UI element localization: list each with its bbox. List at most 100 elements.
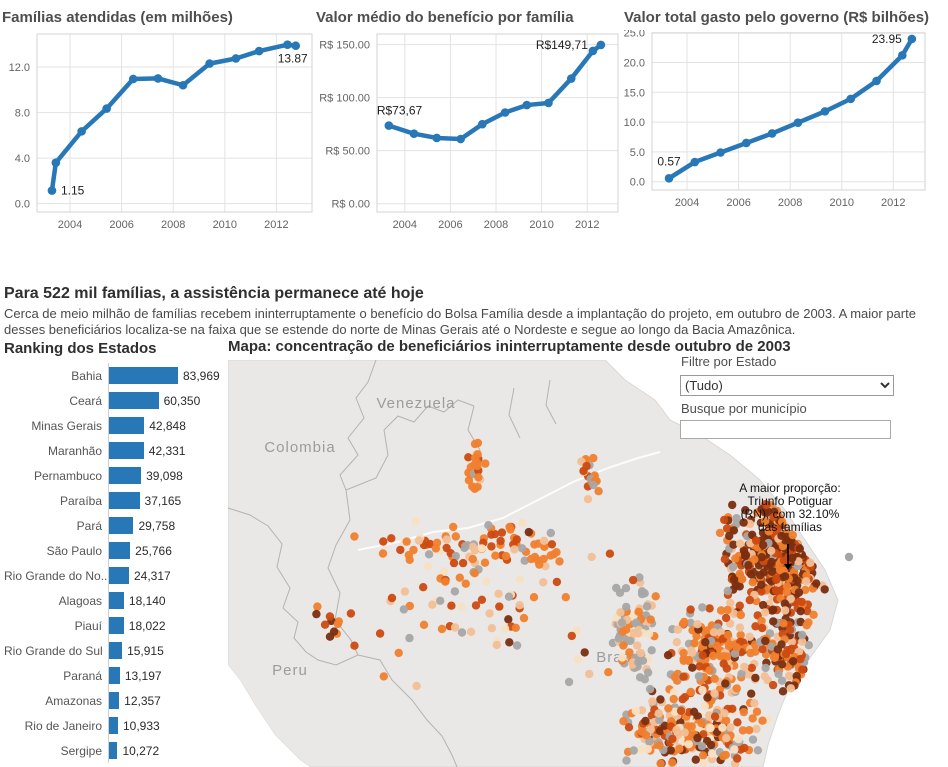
state-value: 42,848 xyxy=(149,418,186,433)
svg-text:23.95: 23.95 xyxy=(872,32,902,46)
bar-cell xyxy=(108,388,159,413)
state-bar[interactable] xyxy=(109,492,140,509)
ranking-row: Sergipe 10,272 xyxy=(4,738,226,763)
line-chart-familias[interactable]: 0.0 4.0 8.0 12.0 2004 2006 2008 2010 2012 1.15 13.… xyxy=(2,30,314,230)
bar-cell xyxy=(108,588,124,613)
bar-cell xyxy=(108,413,145,438)
svg-text:2006: 2006 xyxy=(109,219,133,230)
ranking-row: Ceará 60,350 xyxy=(4,388,226,413)
state-bar[interactable] xyxy=(109,367,178,384)
bar-cell xyxy=(108,713,118,738)
state-filter-label: Filtre por Estado xyxy=(681,354,777,369)
ranking-row: Pará 29,758 xyxy=(4,513,226,538)
chart-title: Famílias atendidas (em milhões) xyxy=(2,9,233,26)
line-chart-valor-total[interactable]: 0.0 5.0 10.0 15.0 20.0 25.0 2004 2006 2008 2010 20… xyxy=(624,30,946,215)
state-label: Minas Gerais xyxy=(31,418,102,433)
map-area: Colombia Venezuela Peru Brazil Filtre por E… xyxy=(228,354,948,767)
ranking-row: Paraíba 37,165 xyxy=(4,488,226,513)
ranking-panel: Ranking dos Estados Bahia 83,969 Ceará 60,3… xyxy=(4,340,226,767)
bar-cell xyxy=(108,363,178,388)
state-label: Alagoas xyxy=(58,593,102,608)
svg-text:2006: 2006 xyxy=(438,219,462,230)
svg-text:2008: 2008 xyxy=(484,219,508,230)
story-heading: Para 522 mil famílias, a assistência per… xyxy=(4,285,424,302)
state-label: Piauí xyxy=(74,618,102,633)
bar-cell xyxy=(108,563,129,588)
svg-text:10.0: 10.0 xyxy=(624,117,645,129)
bar-cell xyxy=(108,638,123,663)
state-bar[interactable] xyxy=(109,692,120,709)
svg-text:12.0: 12.0 xyxy=(9,62,30,74)
ranking-row: Amazonas 12,357 xyxy=(4,688,226,713)
state-bar[interactable] xyxy=(109,567,129,584)
state-value: 18,140 xyxy=(128,593,166,608)
chart-familias-atendidas: Famílias atendidas (em milhões) 0.0 4.0 8.… xyxy=(2,8,314,230)
svg-text:2010: 2010 xyxy=(213,219,237,230)
line-chart-valor-medio[interactable]: R$ 0.00 R$ 50.00 R$ 100.00 R$ 150.00 2004 200… xyxy=(316,30,622,230)
state-label: Ceará xyxy=(69,393,102,408)
state-value: 18,022 xyxy=(128,618,166,633)
chart-title: Valor total gasto pelo governo (R$ bilhõ… xyxy=(624,9,930,26)
state-value: 60,350 xyxy=(163,393,201,408)
state-value: 25,766 xyxy=(135,543,172,558)
state-value: 12,357 xyxy=(124,693,161,708)
ranking-row: Rio de Janeiro 10,933 xyxy=(4,713,226,738)
state-bar[interactable] xyxy=(109,592,124,609)
bar-cell xyxy=(108,663,120,688)
state-bar[interactable] xyxy=(109,667,120,684)
state-value: 42,331 xyxy=(148,443,186,458)
bar-cell xyxy=(108,613,124,638)
svg-text:2004: 2004 xyxy=(58,219,82,230)
ranking-row: São Paulo 25,766 xyxy=(4,538,226,563)
svg-text:2010: 2010 xyxy=(529,219,553,230)
state-bar[interactable] xyxy=(109,392,159,409)
state-filter-select[interactable]: (Tudo) xyxy=(680,375,894,396)
svg-text:1.15: 1.15 xyxy=(61,184,85,198)
ranking-row: Bahia 83,969 xyxy=(4,363,226,388)
state-bar[interactable] xyxy=(109,717,118,734)
state-bar[interactable] xyxy=(109,542,131,559)
state-bar[interactable] xyxy=(109,517,134,534)
state-label: Sergipe xyxy=(60,743,102,758)
state-bar[interactable] xyxy=(109,617,124,634)
svg-text:0.57: 0.57 xyxy=(657,154,681,168)
ranking-row: Maranhão 42,331 xyxy=(4,438,226,463)
svg-text:R$149,71: R$149,71 xyxy=(536,38,588,52)
ranking-row: Rio Grande do Sul 15,915 xyxy=(4,638,226,663)
svg-text:2008: 2008 xyxy=(778,197,802,209)
state-bar[interactable] xyxy=(109,442,144,459)
bar-cell xyxy=(108,688,120,713)
country-label-peru: Peru xyxy=(272,662,308,679)
bar-cell xyxy=(108,513,134,538)
story-block: Para 522 mil famílias, a assistência per… xyxy=(4,284,944,337)
state-bar[interactable] xyxy=(109,642,123,659)
map-panel: Mapa: concentração de beneficiários inin… xyxy=(228,338,948,767)
state-label: Rio Grande do No.. xyxy=(4,568,108,583)
state-bar[interactable] xyxy=(109,742,118,759)
state-value: 10,272 xyxy=(122,743,160,758)
svg-text:2012: 2012 xyxy=(264,219,288,230)
state-value: 10,933 xyxy=(122,718,160,733)
svg-text:2006: 2006 xyxy=(726,197,750,209)
state-bar[interactable] xyxy=(109,467,142,484)
state-label: São Paulo xyxy=(46,543,102,558)
svg-text:2004: 2004 xyxy=(393,219,417,230)
svg-text:2010: 2010 xyxy=(829,197,853,209)
state-bar[interactable] xyxy=(109,417,145,434)
ranking-row: Minas Gerais 42,848 xyxy=(4,413,226,438)
story-body: Cerca de meio milhão de famílias recebem… xyxy=(4,306,916,337)
svg-text:R$ 150.00: R$ 150.00 xyxy=(319,40,370,52)
svg-text:R$ 100.00: R$ 100.00 xyxy=(319,93,370,105)
svg-text:13.87: 13.87 xyxy=(278,52,308,66)
bar-cell xyxy=(108,538,131,563)
svg-text:0.0: 0.0 xyxy=(15,199,30,211)
beneficiary-dots[interactable] xyxy=(312,438,854,767)
svg-text:25.0: 25.0 xyxy=(624,30,645,40)
state-label: Paraíba xyxy=(59,493,102,508)
state-value: 24,317 xyxy=(133,568,171,583)
svg-text:5.0: 5.0 xyxy=(630,147,645,159)
city-search-input[interactable] xyxy=(680,420,891,439)
country-label-venezuela: Venezuela xyxy=(376,395,455,412)
